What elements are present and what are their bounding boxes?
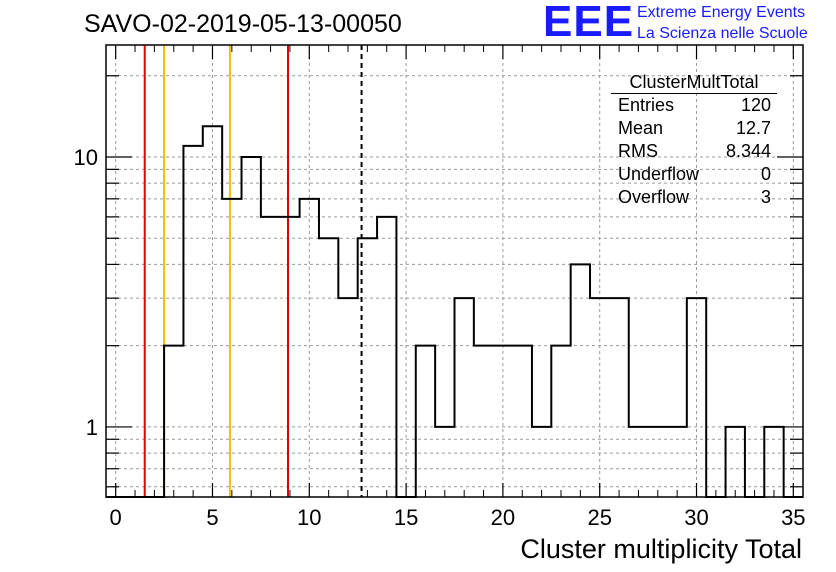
stats-row-underflow: Underflow 0 bbox=[611, 163, 777, 186]
y-tick-label: 10 bbox=[74, 145, 98, 170]
stats-row-rms: RMS 8.344 bbox=[611, 140, 777, 163]
stats-value: 0 bbox=[760, 164, 771, 184]
stats-value: 3 bbox=[760, 187, 771, 207]
stats-row-overflow: Overflow 3 bbox=[611, 186, 777, 209]
stats-label: Mean bbox=[618, 118, 664, 138]
stats-label: Underflow bbox=[618, 164, 700, 184]
marker-lines bbox=[143, 45, 363, 497]
x-tick-label: 20 bbox=[491, 505, 515, 530]
y-tick-label: 1 bbox=[86, 415, 98, 440]
x-tick-label: 0 bbox=[110, 505, 122, 530]
stats-box: ClusterMultTotal Entries 120 Mean 12.7 R… bbox=[611, 72, 777, 209]
x-tick-label: 10 bbox=[297, 505, 321, 530]
stats-value: 120 bbox=[740, 95, 771, 115]
stats-label: RMS bbox=[618, 141, 658, 161]
stats-row-entries: Entries 120 bbox=[611, 94, 777, 117]
brand-line-1: Extreme Energy Events bbox=[637, 4, 806, 21]
stats-label: Overflow bbox=[618, 187, 690, 207]
stats-value: 8.344 bbox=[725, 141, 771, 161]
x-axis-label: Cluster multiplicity Total bbox=[520, 534, 802, 564]
stats-value: 12.7 bbox=[735, 118, 771, 138]
stats-label: Entries bbox=[618, 95, 675, 115]
x-tick-label: 15 bbox=[394, 505, 418, 530]
eee-logo: EEE bbox=[543, 0, 635, 46]
x-tick-label: 25 bbox=[587, 505, 611, 530]
stats-row-mean: Mean 12.7 bbox=[611, 117, 777, 140]
x-tick-label: 5 bbox=[206, 505, 218, 530]
histogram-series-line bbox=[106, 125, 803, 498]
stats-title: ClusterMultTotal bbox=[611, 72, 777, 94]
chart-title: SAVO-02-2019-05-13-00050 bbox=[84, 10, 402, 38]
x-tick-label: 35 bbox=[781, 505, 805, 530]
axis-ticks bbox=[106, 45, 803, 497]
x-tick-label: 30 bbox=[684, 505, 708, 530]
plot-frame bbox=[105, 44, 804, 498]
brand-line-2: La Scienza nelle Scuole bbox=[637, 25, 808, 42]
